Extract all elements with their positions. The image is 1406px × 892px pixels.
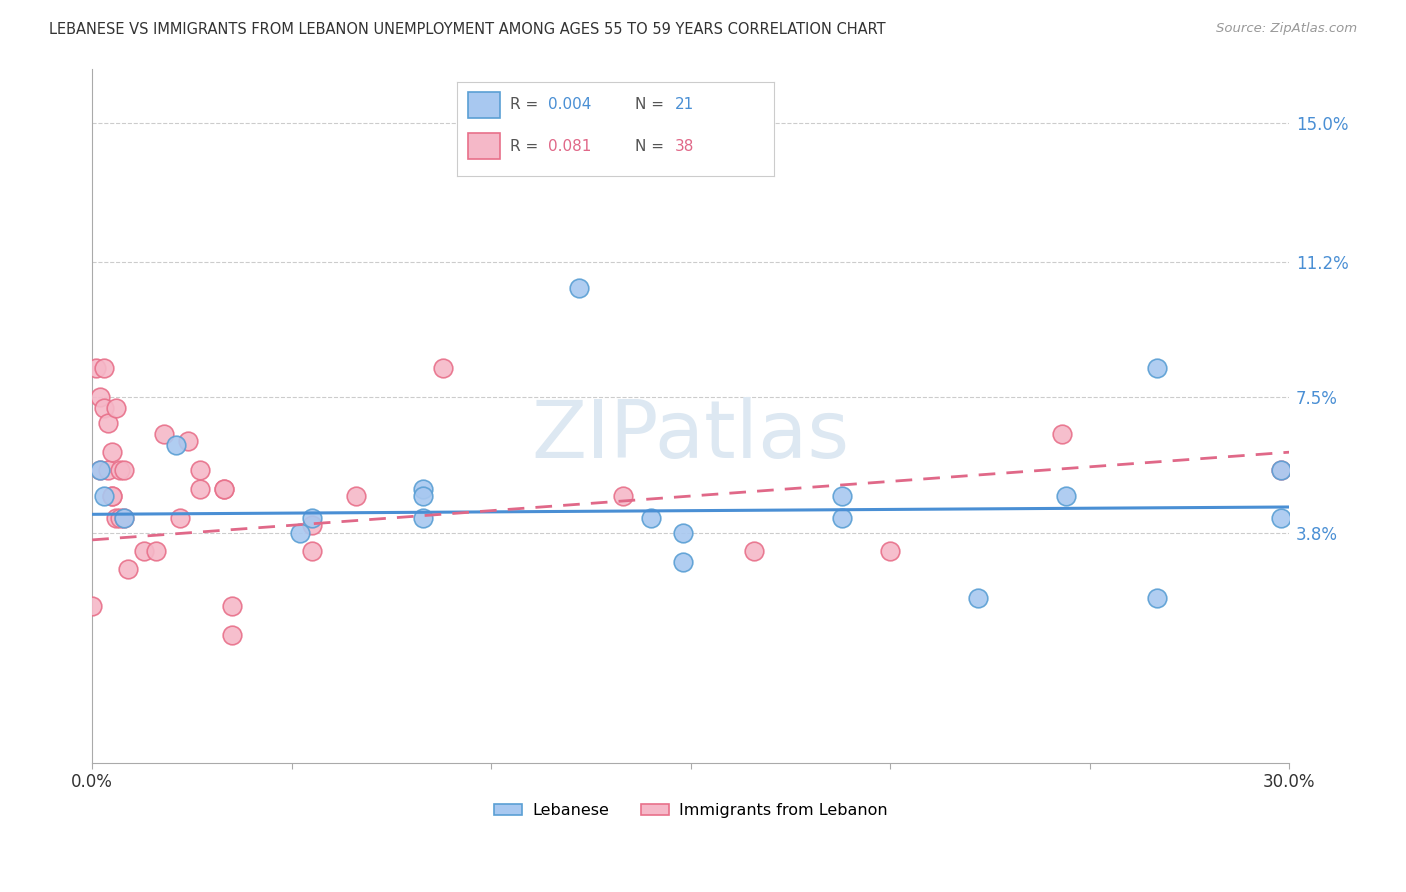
Point bbox=[93, 401, 115, 416]
Point bbox=[93, 489, 115, 503]
Point bbox=[1146, 591, 1168, 606]
Point bbox=[188, 463, 211, 477]
Point bbox=[412, 489, 434, 503]
Point bbox=[132, 544, 155, 558]
Point bbox=[89, 390, 111, 404]
Point bbox=[105, 511, 128, 525]
Point bbox=[212, 482, 235, 496]
Point bbox=[108, 463, 131, 477]
Point bbox=[1050, 426, 1073, 441]
Point bbox=[145, 544, 167, 558]
Point bbox=[221, 628, 243, 642]
Text: LEBANESE VS IMMIGRANTS FROM LEBANON UNEMPLOYMENT AMONG AGES 55 TO 59 YEARS CORRE: LEBANESE VS IMMIGRANTS FROM LEBANON UNEM… bbox=[49, 22, 886, 37]
Point bbox=[1270, 463, 1292, 477]
Point bbox=[112, 511, 135, 525]
Point bbox=[879, 544, 901, 558]
Point bbox=[1146, 361, 1168, 376]
Point bbox=[212, 482, 235, 496]
Legend: Lebanese, Immigrants from Lebanon: Lebanese, Immigrants from Lebanon bbox=[488, 797, 894, 824]
Point bbox=[1270, 463, 1292, 477]
Point bbox=[288, 525, 311, 540]
Point bbox=[221, 599, 243, 613]
Text: Source: ZipAtlas.com: Source: ZipAtlas.com bbox=[1216, 22, 1357, 36]
Point bbox=[153, 426, 176, 441]
Point bbox=[117, 562, 139, 576]
Point bbox=[672, 555, 695, 569]
Point bbox=[89, 463, 111, 477]
Point bbox=[93, 361, 115, 376]
Point bbox=[967, 591, 990, 606]
Point bbox=[831, 511, 853, 525]
Point bbox=[612, 489, 634, 503]
Point bbox=[97, 416, 120, 430]
Point bbox=[568, 281, 591, 295]
Point bbox=[169, 511, 191, 525]
Point bbox=[82, 599, 104, 613]
Point bbox=[831, 489, 853, 503]
Point bbox=[112, 463, 135, 477]
Point bbox=[84, 361, 107, 376]
Point bbox=[108, 511, 131, 525]
Point bbox=[640, 511, 662, 525]
Point bbox=[301, 518, 323, 533]
Point bbox=[89, 463, 111, 477]
Point bbox=[412, 482, 434, 496]
Point bbox=[101, 489, 124, 503]
Point bbox=[1270, 511, 1292, 525]
Point bbox=[301, 511, 323, 525]
Point bbox=[744, 544, 766, 558]
Point bbox=[344, 489, 367, 503]
Point bbox=[97, 463, 120, 477]
Point bbox=[1054, 489, 1077, 503]
Point bbox=[112, 511, 135, 525]
Point bbox=[672, 525, 695, 540]
Text: ZIPatlas: ZIPatlas bbox=[531, 398, 849, 475]
Point bbox=[412, 511, 434, 525]
Point bbox=[188, 482, 211, 496]
Point bbox=[301, 544, 323, 558]
Point bbox=[165, 438, 187, 452]
Point bbox=[177, 434, 200, 449]
Point bbox=[432, 361, 454, 376]
Point bbox=[105, 401, 128, 416]
Point bbox=[101, 489, 124, 503]
Point bbox=[101, 445, 124, 459]
